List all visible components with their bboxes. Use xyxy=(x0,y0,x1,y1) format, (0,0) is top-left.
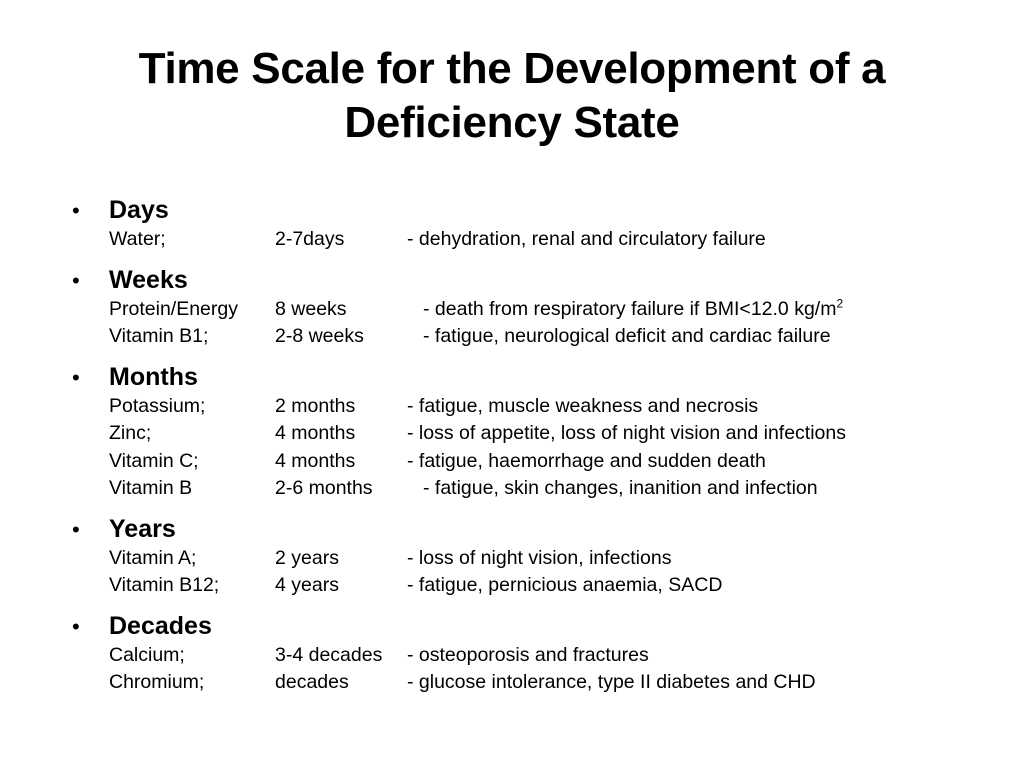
time-scale: 4 months xyxy=(275,422,356,444)
slide-title: Time Scale for the Development of a Defi… xyxy=(0,42,1024,150)
bullet-years: • Years Vitamin A; 2 years - loss of nig… xyxy=(72,513,992,600)
effect-text: - death from respiratory failure if BMI<… xyxy=(423,297,837,320)
bullet-dot: • xyxy=(72,613,80,639)
time-scale: 2-8 weeks xyxy=(275,325,364,347)
list-item: Zinc; 4 months - loss of appetite, loss … xyxy=(109,420,992,448)
bullet-dot: • xyxy=(72,267,80,293)
nutrient-name: Protein/Energy xyxy=(109,297,238,320)
deficiency-effect: - death from respiratory failure if BMI<… xyxy=(423,296,843,323)
superscript: 2 xyxy=(836,296,844,310)
bullet-heading-decades: Decades xyxy=(109,611,212,640)
bullet-days: • Days Water; 2-7days - dehydration, ren… xyxy=(72,194,992,254)
list-item: Vitamin C; 4 months - fatigue, haemorrha… xyxy=(109,448,992,476)
title-line-2: Deficiency State xyxy=(344,98,680,147)
bullet-dot: • xyxy=(72,198,80,223)
deficiency-effect: - loss of appetite, loss of night vision… xyxy=(407,422,846,444)
title-line-1: Time Scale for the Development of a xyxy=(138,44,886,93)
time-scale: 2-7days xyxy=(275,228,345,250)
time-scale: 4 months xyxy=(275,449,356,472)
nutrient-name: Calcium; xyxy=(109,643,185,666)
deficiency-effect: - fatigue, muscle weakness and necrosis xyxy=(407,394,759,417)
nutrient-name: Vitamin B1; xyxy=(109,325,209,347)
bullet-weeks: • Weeks Protein/Energy 8 weeks - death f… xyxy=(72,264,992,351)
bullet-dot: • xyxy=(72,516,80,542)
time-scale: 4 years xyxy=(275,574,339,596)
deficiency-effect: - loss of night vision, infections xyxy=(407,546,672,569)
deficiency-effect: - fatigue, haemorrhage and sudden death xyxy=(407,449,766,472)
time-scale: decades xyxy=(275,671,349,693)
nutrient-name: Vitamin B12; xyxy=(109,574,220,596)
bullet-heading-months: Months xyxy=(109,362,198,391)
deficiency-effect: - osteoporosis and fractures xyxy=(407,643,649,666)
bullet-list: • Days Water; 2-7days - dehydration, ren… xyxy=(72,194,992,707)
nutrient-name: Vitamin C; xyxy=(109,449,199,472)
list-item: Potassium; 2 months - fatigue, muscle we… xyxy=(109,393,992,421)
bullet-heading-years: Years xyxy=(109,514,176,543)
list-item: Calcium; 3-4 decades - osteoporosis and … xyxy=(109,642,992,670)
deficiency-effect: - fatigue, pernicious anaemia, SACD xyxy=(407,574,723,596)
bullet-heading-days: Days xyxy=(109,196,169,224)
list-item: Protein/Energy 8 weeks - death from resp… xyxy=(109,296,992,324)
bullet-months: • Months Potassium; 2 months - fatigue, … xyxy=(72,361,992,503)
nutrient-name: Zinc; xyxy=(109,422,152,444)
list-item: Water; 2-7days - dehydration, renal and … xyxy=(109,226,992,254)
nutrient-name: Chromium; xyxy=(109,671,205,693)
deficiency-effect: - fatigue, skin changes, inanition and i… xyxy=(423,477,818,499)
time-scale: 2-6 months xyxy=(275,477,373,499)
deficiency-effect: - fatigue, neurological deficit and card… xyxy=(423,325,831,347)
nutrient-name: Vitamin B xyxy=(109,477,193,499)
list-item: Vitamin B 2-6 months - fatigue, skin cha… xyxy=(109,475,992,503)
nutrient-name: Water; xyxy=(109,228,166,250)
list-item: Vitamin A; 2 years - loss of night visio… xyxy=(109,545,992,573)
nutrient-name: Vitamin A; xyxy=(109,546,197,569)
bullet-dot: • xyxy=(72,364,80,390)
nutrient-name: Potassium; xyxy=(109,394,206,417)
time-scale: 8 weeks xyxy=(275,297,347,320)
time-scale: 3-4 decades xyxy=(275,643,383,666)
list-item: Chromium; decades - glucose intolerance,… xyxy=(109,669,992,697)
list-item: Vitamin B1; 2-8 weeks - fatigue, neurolo… xyxy=(109,323,992,351)
bullet-decades: • Decades Calcium; 3-4 decades - osteopo… xyxy=(72,610,992,697)
time-scale: 2 years xyxy=(275,546,339,569)
deficiency-effect: - dehydration, renal and circulatory fai… xyxy=(407,228,766,250)
deficiency-effect: - glucose intolerance, type II diabetes … xyxy=(407,671,816,693)
list-item: Vitamin B12; 4 years - fatigue, pernicio… xyxy=(109,572,992,600)
time-scale: 2 months xyxy=(275,394,356,417)
bullet-heading-weeks: Weeks xyxy=(109,265,188,294)
